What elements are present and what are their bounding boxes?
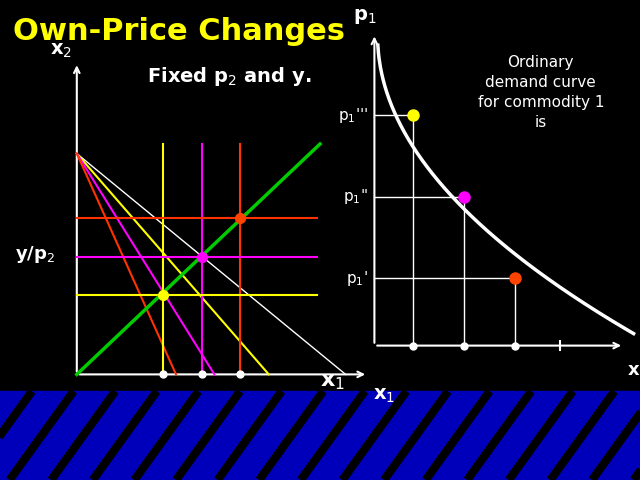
Text: p$_1$': p$_1$' [346, 269, 368, 288]
Text: x$_2$: x$_2$ [50, 41, 72, 60]
Text: x$_1$: x$_1$ [321, 372, 345, 392]
Text: p$_1$''': p$_1$''' [338, 106, 368, 125]
Text: p$_1$": p$_1$" [343, 187, 368, 206]
Text: x$_1$: x$_1$ [373, 386, 395, 406]
Text: Own-Price Changes: Own-Price Changes [13, 17, 345, 46]
Text: p$_1$: p$_1$ [353, 7, 376, 26]
Text: y/p$_2$: y/p$_2$ [15, 244, 55, 265]
Text: Ordinary
demand curve
for commodity 1
is: Ordinary demand curve for commodity 1 is [477, 55, 604, 130]
Text: Fixed p$_2$ and y.: Fixed p$_2$ and y. [147, 65, 312, 88]
Text: x$_1$*: x$_1$* [627, 360, 640, 380]
